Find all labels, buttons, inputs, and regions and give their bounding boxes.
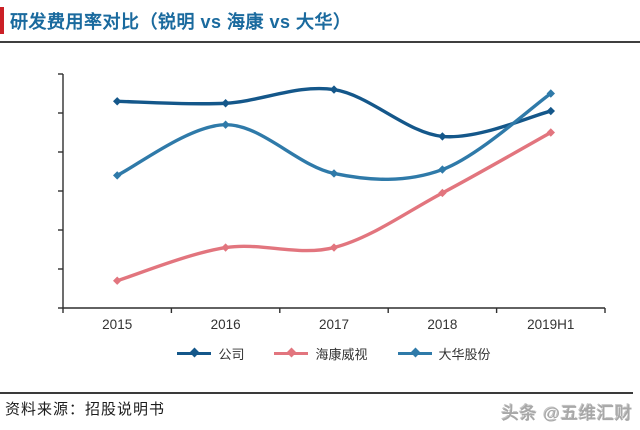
legend-label: 海康威视: [315, 346, 368, 362]
x-axis-label: 2019H1: [527, 317, 574, 332]
data-point-marker: [221, 120, 230, 129]
legend-line-swatch: [274, 347, 309, 358]
data-point-marker: [113, 97, 122, 106]
series-line-公司: [115, 86, 553, 139]
data-point-marker: [438, 165, 447, 174]
data-point-marker: [221, 99, 230, 108]
x-axis-label: 2017: [319, 317, 349, 332]
legend-diamond-marker: [287, 347, 297, 358]
data-point-marker: [438, 132, 447, 141]
data-point-marker: [113, 171, 122, 180]
legend-item-2: 海康威视: [274, 344, 368, 363]
legend-line-swatch: [397, 347, 432, 358]
footer-divider: [0, 392, 633, 394]
data-point-marker: [329, 243, 339, 252]
legend-diamond-marker: [190, 347, 200, 358]
data-point-marker: [329, 169, 339, 178]
legend-item-1: 公司: [177, 344, 244, 363]
legend-diamond-marker: [410, 347, 420, 358]
data-point-marker: [546, 106, 555, 116]
legend-label: 大华股份: [438, 346, 491, 362]
red-accent-bar: [0, 7, 4, 34]
legend-line-swatch: [177, 347, 212, 358]
page-title: 研发费用率对比（锐明 vs 海康 vs 大华）: [10, 12, 352, 32]
x-axis-label: 2018: [427, 317, 457, 332]
series-line-海康威视: [115, 130, 553, 283]
watermark-badge: 头条 @五维汇财: [501, 404, 633, 423]
title-underline: [0, 41, 640, 43]
data-point-marker: [546, 128, 555, 137]
x-axis-label: 2016: [211, 317, 241, 332]
data-point-marker: [113, 276, 122, 285]
source-note: 资料来源：招股说明书: [5, 401, 166, 418]
legend-label: 公司: [218, 346, 245, 362]
line-chart: 2015 2016 2017 2018 2019H1: [58, 73, 606, 332]
data-point-marker: [546, 89, 555, 98]
legend-item-3: 大华股份: [397, 344, 491, 363]
chart-legend: 公司 海康威视 大华股份: [63, 344, 605, 362]
data-point-marker: [438, 188, 447, 198]
x-axis-label: 2015: [102, 317, 132, 332]
data-point-marker: [329, 85, 339, 94]
series-line-大华股份: [115, 91, 553, 182]
data-point-marker: [221, 243, 230, 252]
